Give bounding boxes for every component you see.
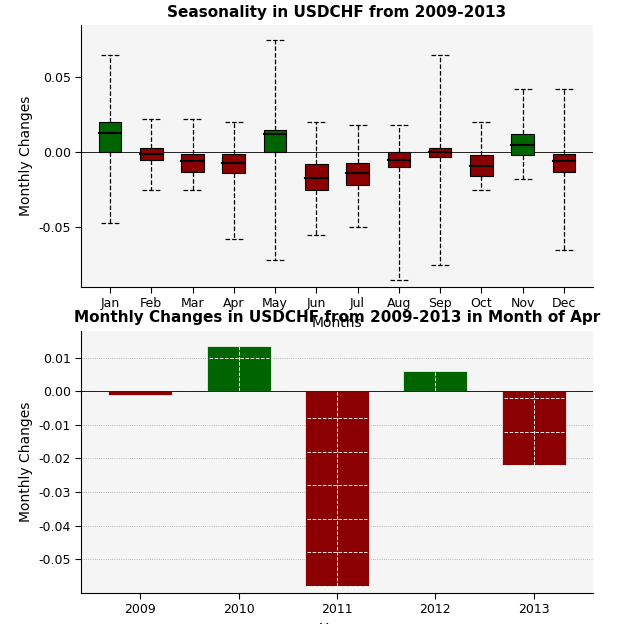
Bar xyxy=(305,164,328,190)
Bar xyxy=(346,163,369,185)
Bar xyxy=(403,371,467,391)
Bar xyxy=(470,155,493,176)
Title: Monthly Changes in USDCHF from 2009-2013 in Month of Apr: Monthly Changes in USDCHF from 2009-2013… xyxy=(74,310,600,325)
Bar xyxy=(99,122,121,152)
Bar xyxy=(140,148,163,160)
Y-axis label: Monthly Changes: Monthly Changes xyxy=(19,96,32,216)
Bar xyxy=(264,130,286,152)
Bar xyxy=(429,148,452,157)
Bar xyxy=(305,391,369,586)
X-axis label: Months: Months xyxy=(311,316,363,330)
Bar xyxy=(222,154,245,173)
Bar xyxy=(108,391,172,394)
Y-axis label: Monthly Changes: Monthly Changes xyxy=(19,402,32,522)
Bar xyxy=(502,391,566,465)
Bar xyxy=(207,346,271,391)
Bar xyxy=(553,154,575,172)
Bar xyxy=(388,152,410,167)
Bar xyxy=(181,154,204,172)
Bar xyxy=(511,134,534,155)
Title: Seasonality in USDCHF from 2009-2013: Seasonality in USDCHF from 2009-2013 xyxy=(167,4,507,19)
X-axis label: Years: Years xyxy=(319,622,355,624)
